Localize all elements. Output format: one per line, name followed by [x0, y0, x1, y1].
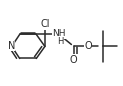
Text: O: O — [84, 41, 92, 51]
Text: N: N — [8, 41, 15, 51]
Text: H: H — [57, 37, 63, 46]
Text: NH: NH — [52, 29, 66, 38]
Text: O: O — [70, 55, 78, 65]
Text: Cl: Cl — [40, 19, 50, 29]
